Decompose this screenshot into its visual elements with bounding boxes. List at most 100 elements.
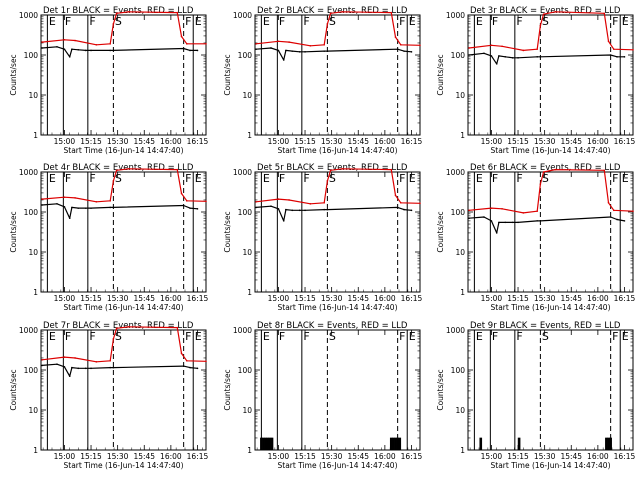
x-tick-label: 15:45: [133, 452, 155, 461]
data-point-events: [495, 232, 498, 234]
data-point-lld: [394, 194, 397, 197]
data-point-lld: [419, 202, 421, 205]
data-point-events: [41, 204, 43, 206]
data-point-lld: [632, 48, 634, 51]
data-point-lld: [63, 38, 66, 41]
data-point-events: [282, 220, 285, 222]
data-point-lld: [607, 201, 610, 204]
data-point-events: [68, 56, 71, 58]
data-point-lld: [41, 198, 43, 200]
x-tick-label: 15:00: [268, 452, 290, 461]
data-point-lld: [323, 201, 325, 204]
data-point-lld: [341, 168, 344, 170]
marker-label-e: E: [622, 15, 629, 28]
data-point-lld: [115, 12, 118, 15]
marker-label-s: S: [329, 330, 336, 343]
data-point-lld: [205, 360, 207, 363]
data-point-lld: [309, 203, 312, 205]
data-point-events: [90, 367, 92, 370]
data-bar: [389, 437, 393, 451]
x-tick-label: 15:15: [294, 294, 316, 303]
data-point-lld: [607, 40, 610, 43]
data-point-lld: [390, 168, 393, 171]
data-point-events: [490, 220, 493, 222]
data-point-lld: [329, 12, 332, 15]
marker-label-f: F: [516, 15, 522, 28]
data-point-lld: [180, 192, 183, 195]
data-bar: [396, 437, 399, 451]
plot-frame: [40, 14, 207, 136]
marker-label-f: F: [612, 172, 618, 185]
data-point-lld: [112, 338, 115, 340]
x-tick-label: 15:45: [347, 137, 369, 146]
x-tick-label: 15:30: [107, 452, 129, 461]
data-point-events: [77, 207, 80, 209]
data-point-events: [511, 221, 514, 224]
y-axis-label: Counts/sec: [9, 211, 18, 252]
marker-label-e: E: [476, 330, 483, 343]
y-tick-label: 1: [247, 131, 252, 140]
x-tick-label: 16:00: [587, 137, 609, 146]
x-tick-label: 15:15: [507, 452, 529, 461]
data-point-events: [536, 56, 538, 58]
data-point-events: [112, 206, 115, 209]
data-point-events: [182, 47, 185, 50]
data-point-events: [468, 217, 470, 219]
data-point-events: [109, 49, 111, 52]
data-point-lld: [394, 36, 397, 38]
data-bar: [264, 437, 267, 451]
data-point-events: [285, 49, 287, 52]
marker-label-f: F: [399, 172, 405, 185]
data-point-events: [90, 207, 92, 209]
data-point-events: [396, 48, 399, 50]
marker-label-s: S: [329, 172, 336, 185]
marker-label-e: E: [409, 15, 416, 28]
data-point-events: [304, 209, 306, 212]
data-point-events: [539, 220, 542, 222]
y-tick-label: 10: [28, 91, 38, 100]
marker-label-f: F: [492, 172, 498, 185]
data-point-events: [196, 49, 199, 52]
data-bar: [394, 437, 397, 451]
y-axis-label: Counts/sec: [223, 369, 232, 410]
y-tick-label: 1: [33, 131, 38, 140]
data-point-lld: [288, 41, 290, 43]
data-point-lld: [176, 168, 179, 171]
marker-label-e: E: [49, 330, 56, 343]
x-tick-label: 15:15: [80, 294, 102, 303]
y-tick-label: 1000: [446, 168, 465, 177]
marker-label-f: F: [279, 15, 285, 28]
data-bar: [392, 437, 395, 451]
marker-label-f: F: [65, 172, 71, 185]
x-tick-label: 16:15: [614, 294, 636, 303]
data-point-events: [90, 49, 92, 52]
panel-title: Det 8r BLACK = Events, RED = LLD: [257, 321, 408, 331]
data-point-events: [68, 375, 71, 377]
marker-label-s: S: [115, 172, 122, 185]
data-bar: [266, 437, 270, 451]
x-axis-label: Start Time (16-Jun-14 14:47:40): [491, 146, 611, 155]
data-point-lld: [390, 11, 393, 14]
data-point-events: [403, 50, 405, 52]
data-point-events: [196, 367, 199, 370]
data-point-events: [63, 205, 66, 208]
x-tick-label: 15:30: [534, 137, 556, 146]
data-point-lld: [127, 326, 130, 328]
data-point-events: [277, 49, 280, 52]
marker-label-e: E: [263, 330, 270, 343]
x-tick-label: 15:30: [534, 294, 556, 303]
marker-label-e: E: [622, 172, 629, 185]
series-line-events: [469, 52, 625, 65]
y-axis-label: Counts/sec: [223, 54, 232, 95]
y-tick-label: 1000: [19, 11, 38, 20]
x-tick-label: 15:00: [481, 137, 503, 146]
data-point-events: [504, 56, 507, 58]
data-point-lld: [542, 171, 545, 173]
data-point-events: [511, 57, 514, 59]
data-point-lld: [109, 43, 111, 45]
data-bar: [260, 437, 263, 451]
chart-panel-3: Det 3r BLACK = Events, RED = LLD 1 10 100 10…: [436, 6, 636, 155]
y-axis-label: Counts/sec: [9, 54, 18, 95]
x-tick-label: 15:30: [321, 452, 343, 461]
